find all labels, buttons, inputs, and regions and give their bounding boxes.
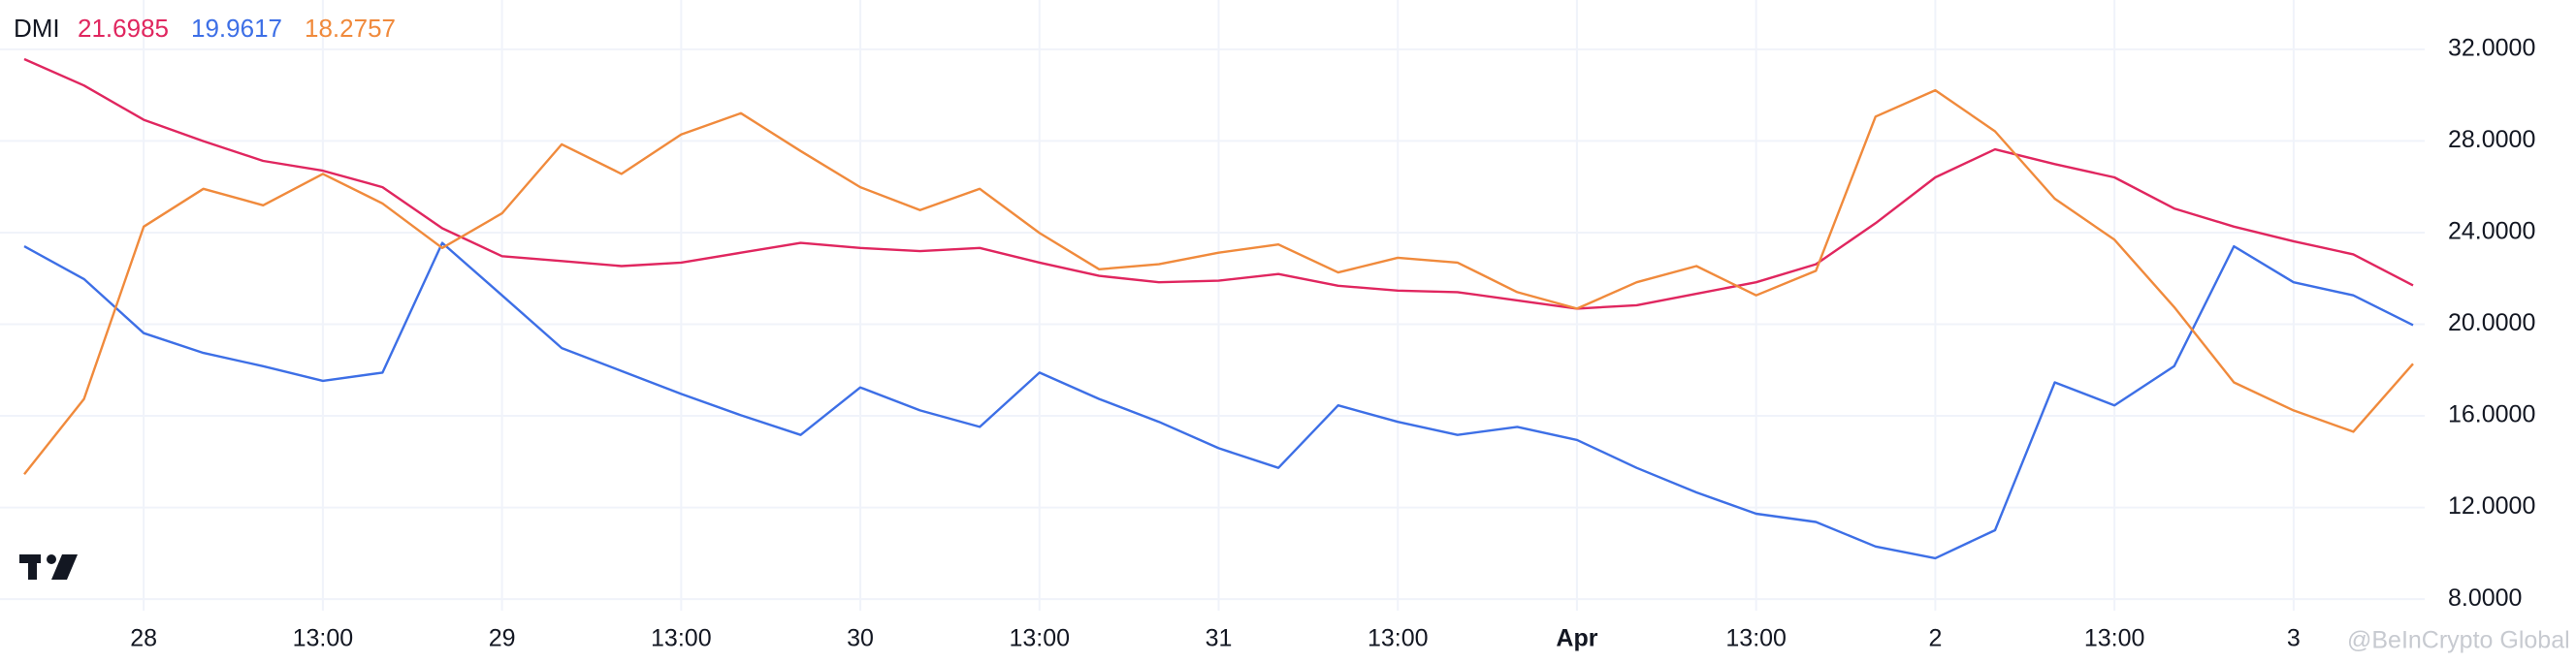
- x-tick-label: 2: [1928, 625, 1942, 652]
- y-tick-label: 12.0000: [2448, 492, 2535, 520]
- header-value: 18.2757: [305, 14, 396, 43]
- watermark: @BeInCrypto Global: [2347, 627, 2570, 654]
- x-tick-label: 13:00: [1009, 625, 1070, 652]
- logo-part: [47, 554, 56, 564]
- y-tick-label: 24.0000: [2448, 218, 2535, 245]
- y-tick-label: 16.0000: [2448, 401, 2535, 428]
- x-tick-label: 13:00: [651, 625, 712, 652]
- x-tick-label: 3: [2287, 625, 2301, 652]
- y-tick-label: 20.0000: [2448, 309, 2535, 336]
- header-value: 19.9617: [191, 14, 282, 43]
- x-tick-label: 13:00: [2084, 625, 2145, 652]
- logo-part: [28, 554, 37, 580]
- x-tick-label: 30: [847, 625, 874, 652]
- x-tick-label: 13:00: [293, 625, 354, 652]
- y-tick-label: 28.0000: [2448, 126, 2535, 153]
- y-tick-label: 8.0000: [2448, 584, 2522, 612]
- x-tick-label: 28: [130, 625, 157, 652]
- x-tick-label: 31: [1206, 625, 1233, 652]
- x-tick-label: Apr: [1556, 625, 1597, 652]
- x-tick-label: 13:00: [1725, 625, 1787, 652]
- header-value: 21.6985: [78, 14, 169, 43]
- y-tick-label: 32.0000: [2448, 34, 2535, 61]
- logo: [19, 554, 78, 580]
- indicator-name: DMI: [14, 14, 60, 43]
- series-line: [23, 88, 2414, 476]
- logo-part: [51, 554, 78, 580]
- series-line: [23, 241, 2414, 560]
- x-tick-label: 29: [489, 625, 516, 652]
- x-tick-label: 13:00: [1368, 625, 1429, 652]
- plot: 8.0000 12.0000 16.0000 20.0000 24.0000 28.000…: [0, 0, 2535, 652]
